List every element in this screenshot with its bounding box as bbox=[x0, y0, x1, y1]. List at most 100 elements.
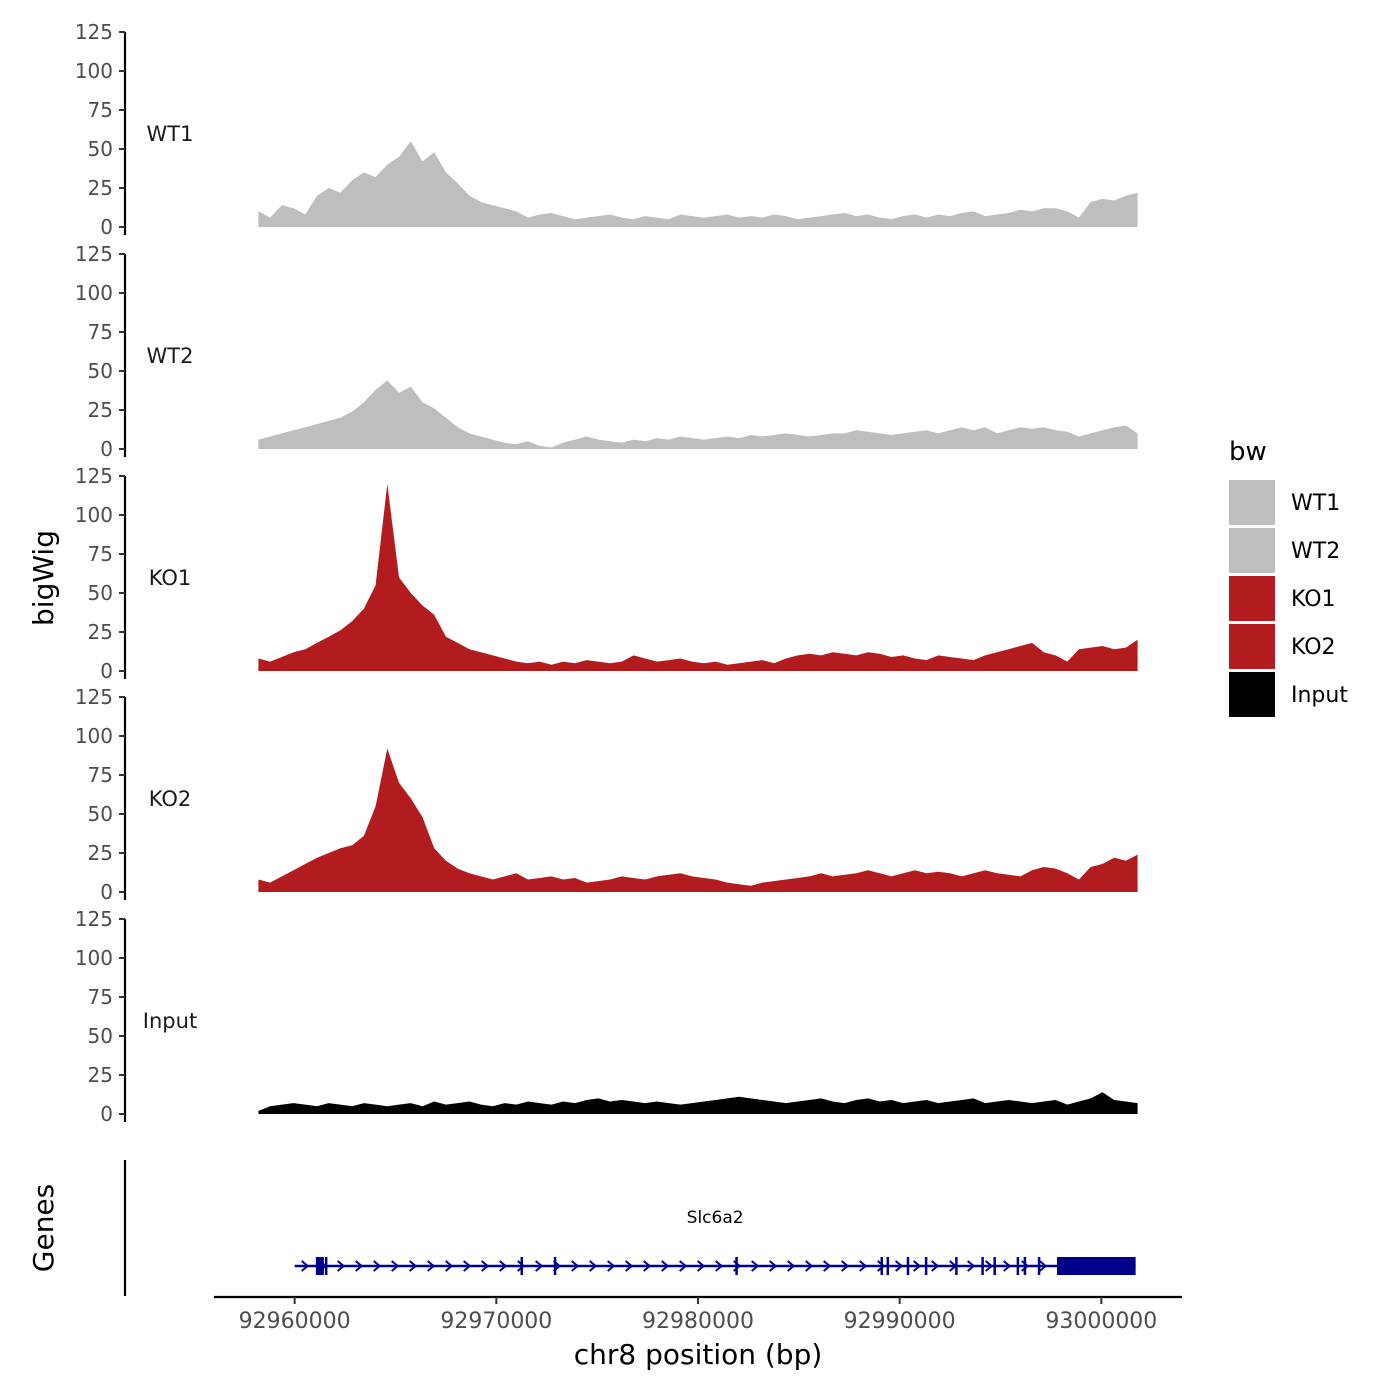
legend-swatch bbox=[1229, 672, 1275, 717]
track-label: KO2 bbox=[149, 787, 192, 811]
x-tick-label: 92960000 bbox=[239, 1309, 351, 1334]
y-tick-label: 100 bbox=[75, 503, 113, 527]
y-tick-label: 125 bbox=[75, 685, 113, 709]
track-input: 0 25 50 75 100 125 Input bbox=[75, 907, 1138, 1126]
genes-axis-label: Genes bbox=[27, 1184, 60, 1272]
y-tick-label: 125 bbox=[75, 907, 113, 931]
strand-arrow bbox=[481, 1260, 490, 1272]
exon bbox=[1023, 1257, 1027, 1275]
legend-swatch bbox=[1229, 576, 1275, 621]
strand-arrow bbox=[463, 1260, 472, 1272]
strand-arrow bbox=[1003, 1260, 1012, 1272]
y-tick-label: 125 bbox=[75, 20, 113, 44]
coverage-area bbox=[258, 380, 1138, 449]
strand-arrow bbox=[337, 1260, 346, 1272]
y-tick-label: 50 bbox=[88, 581, 113, 605]
x-tick-label: 93000000 bbox=[1045, 1309, 1157, 1334]
strand-arrow bbox=[967, 1260, 976, 1272]
y-tick-label: 75 bbox=[88, 542, 113, 566]
strand-arrow bbox=[751, 1260, 760, 1272]
strand-arrow bbox=[1039, 1260, 1048, 1272]
y-tick-label: 125 bbox=[75, 464, 113, 488]
strand-arrow bbox=[715, 1260, 724, 1272]
strand-arrow bbox=[373, 1260, 382, 1272]
y-tick-label: 0 bbox=[100, 215, 113, 239]
exon bbox=[924, 1257, 928, 1275]
tracks-group: 0 25 50 75 100 125 WT1 0 25 50 75 100 125 WT2 0 25 50 75 1… bbox=[75, 20, 1138, 1126]
legend-label: WT1 bbox=[1291, 491, 1340, 516]
coverage-area bbox=[258, 748, 1138, 892]
strand-arrow bbox=[589, 1260, 598, 1272]
exon bbox=[880, 1257, 884, 1275]
x-tick-label: 92970000 bbox=[440, 1309, 552, 1334]
strand-arrow bbox=[499, 1260, 508, 1272]
track-wt2: 0 25 50 75 100 125 WT2 bbox=[75, 242, 1138, 461]
legend-label: WT2 bbox=[1291, 539, 1340, 564]
y-tick-label: 0 bbox=[100, 659, 113, 683]
strand-arrow bbox=[427, 1260, 436, 1272]
legend: bw WT1 WT2 KO1 KO2 Input bbox=[1229, 437, 1348, 717]
track-label: KO1 bbox=[149, 566, 192, 590]
strand-arrow bbox=[823, 1260, 832, 1272]
exon bbox=[1056, 1257, 1136, 1275]
legend-swatch bbox=[1229, 480, 1275, 525]
y-tick-label: 50 bbox=[88, 359, 113, 383]
exon bbox=[981, 1257, 984, 1275]
y-tick-label: 0 bbox=[100, 437, 113, 461]
y-tick-label: 100 bbox=[75, 281, 113, 305]
strand-arrow bbox=[391, 1260, 400, 1272]
strand-arrow bbox=[895, 1260, 904, 1272]
y-tick-label: 50 bbox=[88, 802, 113, 826]
track-label: WT2 bbox=[147, 344, 194, 368]
exon bbox=[955, 1257, 958, 1275]
y-axis-label: bigWig bbox=[27, 530, 60, 626]
y-tick-label: 25 bbox=[88, 398, 113, 422]
strand-arrow bbox=[517, 1260, 526, 1272]
x-axis: 92960000 92970000 92980000 92990000 93000000 bbox=[214, 1295, 1182, 1334]
y-tick-label: 75 bbox=[88, 320, 113, 344]
coverage-area bbox=[258, 141, 1138, 227]
track-label: WT1 bbox=[147, 122, 194, 146]
exon bbox=[993, 1257, 996, 1275]
y-tick-label: 25 bbox=[88, 841, 113, 865]
exon bbox=[886, 1257, 890, 1275]
x-axis-title: chr8 position (bp) bbox=[574, 1338, 823, 1371]
legend-title: bw bbox=[1229, 437, 1267, 467]
strand-arrow bbox=[643, 1260, 652, 1272]
strand-arrow bbox=[1021, 1260, 1030, 1272]
exon bbox=[520, 1257, 524, 1275]
strand-arrow bbox=[769, 1260, 778, 1272]
y-tick-label: 25 bbox=[88, 620, 113, 644]
legend-label: Input bbox=[1291, 683, 1348, 708]
strand-arrow bbox=[877, 1260, 886, 1272]
y-tick-label: 0 bbox=[100, 1102, 113, 1126]
x-tick-label: 92980000 bbox=[642, 1309, 754, 1334]
y-tick-label: 75 bbox=[88, 763, 113, 787]
y-tick-label: 50 bbox=[88, 137, 113, 161]
genes-track: Slc6a2 bbox=[123, 1160, 1136, 1296]
y-tick-label: 75 bbox=[88, 985, 113, 1009]
strand-arrow bbox=[535, 1260, 544, 1272]
strand-arrow bbox=[607, 1260, 616, 1272]
legend-swatch bbox=[1229, 528, 1275, 573]
exon bbox=[553, 1257, 557, 1275]
exon bbox=[1016, 1257, 1020, 1275]
exon bbox=[324, 1257, 328, 1275]
track-label: Input bbox=[143, 1009, 197, 1033]
strand-arrow bbox=[445, 1260, 454, 1272]
exon bbox=[1037, 1257, 1041, 1275]
strand-arrow bbox=[625, 1260, 634, 1272]
strand-arrow bbox=[679, 1260, 688, 1272]
y-tick-label: 25 bbox=[88, 1063, 113, 1087]
y-tick-label: 100 bbox=[75, 946, 113, 970]
strand-arrow bbox=[913, 1260, 922, 1272]
y-tick-label: 50 bbox=[88, 1024, 113, 1048]
track-ko1: 0 25 50 75 100 125 KO1 bbox=[75, 464, 1138, 683]
strand-arrow bbox=[301, 1260, 310, 1272]
exon bbox=[906, 1257, 910, 1275]
x-tick-label: 92990000 bbox=[844, 1309, 956, 1334]
strand-arrow bbox=[409, 1260, 418, 1272]
track-ko2: 0 25 50 75 100 125 KO2 bbox=[75, 685, 1138, 904]
coverage-area bbox=[258, 1092, 1138, 1114]
